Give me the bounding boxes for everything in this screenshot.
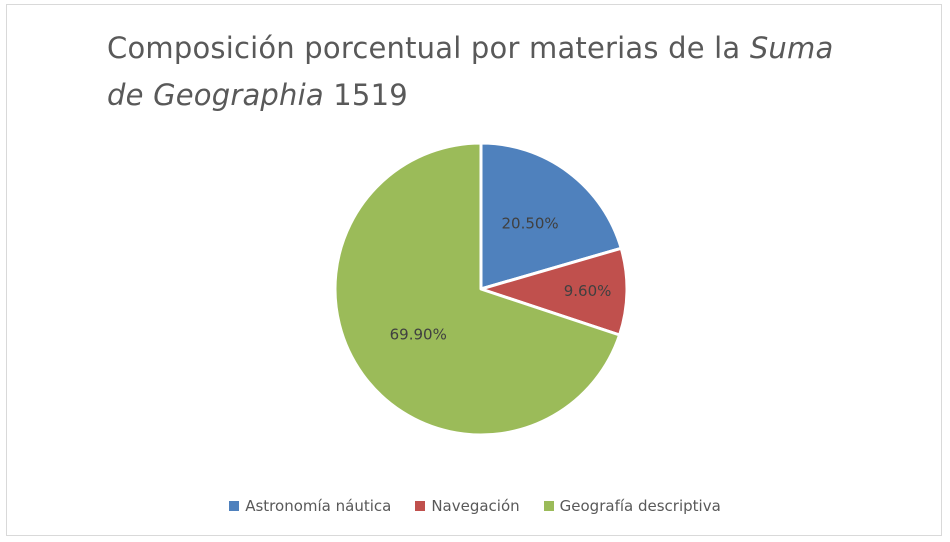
chart-frame: Composición porcentual por materias de l… bbox=[6, 4, 942, 536]
legend-item-geografia-descriptiva: Geografía descriptiva bbox=[543, 497, 721, 515]
pie-slice-geografia-descriptiva bbox=[333, 141, 622, 437]
legend-label-navegacion: Navegación bbox=[431, 497, 520, 515]
data-label-navegacion: 9.60% bbox=[564, 282, 612, 300]
title-part-1: Composición porcentual por materias de l… bbox=[107, 31, 750, 65]
pie-chart: 20.50% 9.60% 69.90% bbox=[333, 141, 629, 437]
title-part-2: Suma bbox=[749, 31, 834, 65]
legend-swatch-navegacion bbox=[415, 501, 426, 511]
legend-item-astronomia-nautica: Astronomía náutica bbox=[229, 497, 391, 515]
pie-slice-astronomia-nautica bbox=[479, 141, 623, 291]
chart-title: Composición porcentual por materias de l… bbox=[107, 25, 887, 119]
legend: Astronomía náutica Navegación Geografía de… bbox=[7, 497, 943, 515]
legend-label-astronomia-nautica: Astronomía náutica bbox=[245, 497, 392, 515]
pie-slice-navegacion bbox=[479, 246, 629, 337]
legend-item-navegacion: Navegación bbox=[415, 497, 520, 515]
data-label-astronomia-nautica: 20.50% bbox=[501, 215, 558, 233]
title-part-4: de Geographia bbox=[107, 78, 324, 112]
data-label-geografia-descriptiva: 69.90% bbox=[390, 325, 447, 343]
legend-swatch-astronomia-nautica bbox=[229, 501, 240, 511]
legend-swatch-geografia-descriptiva bbox=[543, 501, 554, 511]
legend-label-geografia-descriptiva: Geografía descriptiva bbox=[559, 497, 721, 515]
title-part-5: 1519 bbox=[323, 78, 408, 112]
